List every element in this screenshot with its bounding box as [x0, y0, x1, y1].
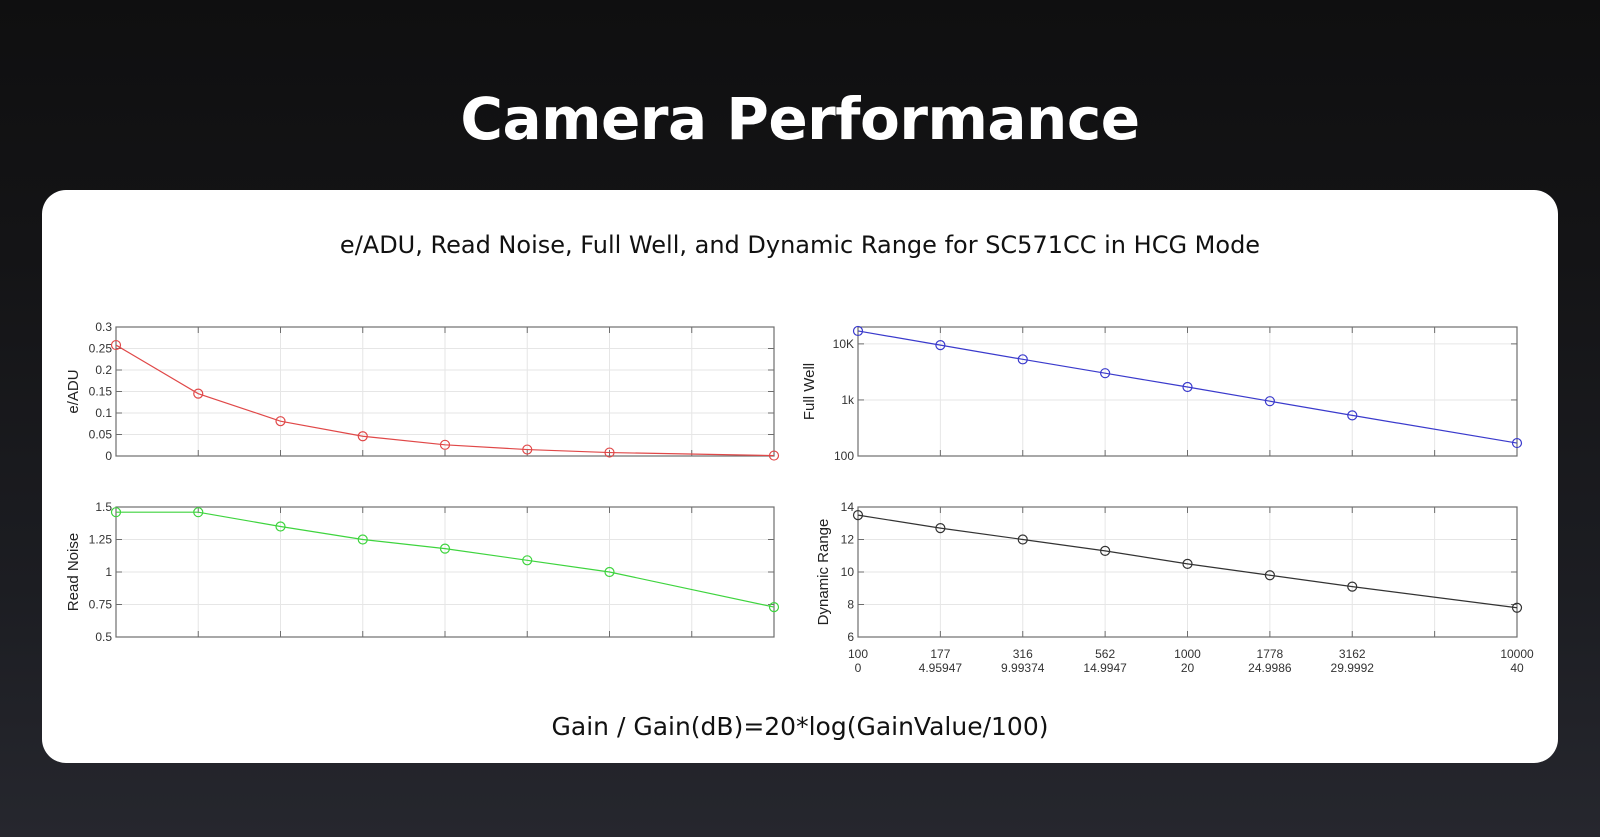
- data-point-marker: [604, 566, 615, 578]
- data-point-marker: [193, 388, 204, 399]
- y-tick-label: 1k: [841, 393, 855, 407]
- data-point-marker: [110, 339, 122, 351]
- data-point-marker: [935, 523, 946, 534]
- y-tick-label: 8: [847, 598, 854, 612]
- e-adu-plot: 0 0.05 0.1 0.15 0.2 0.25 0.3 e/ADU: [65, 320, 780, 463]
- y-axis-label: Full Well: [801, 363, 818, 420]
- x-tick-gain-label: 562: [1095, 647, 1115, 661]
- data-point-marker: [1347, 581, 1358, 592]
- y-tick-label: 12: [841, 533, 855, 547]
- data-point-marker: [1182, 381, 1193, 393]
- data-point-marker: [852, 510, 864, 521]
- x-tick-gain-label: 177: [930, 647, 950, 661]
- data-point-marker: [852, 325, 864, 337]
- data-point-marker: [357, 431, 368, 442]
- data-point-marker: [604, 447, 615, 458]
- data-point-marker: [1511, 437, 1523, 449]
- x-tick-db-label: 9.99374: [1001, 661, 1045, 675]
- data-point-marker: [768, 450, 780, 461]
- x-tick-db-label: 29.9992: [1331, 661, 1375, 675]
- x-axis-caption: Gain / Gain(dB)=20*log(GainValue/100): [551, 712, 1049, 741]
- x-tick-db-label: 24.9986: [1248, 661, 1292, 675]
- data-point-marker: [1100, 368, 1111, 379]
- data-point-marker: [357, 534, 368, 545]
- y-tick-label: 1.5: [95, 500, 112, 514]
- data-point-marker: [1182, 558, 1193, 569]
- x-tick-gain-label: 10000: [1500, 647, 1534, 661]
- x-tick-db-label: 40: [1510, 661, 1524, 675]
- data-point-marker: [1511, 602, 1523, 613]
- y-tick-label: 0: [105, 449, 112, 463]
- x-tick-gain-label: 100: [848, 647, 868, 661]
- y-tick-label: 100: [834, 449, 854, 463]
- full-well-plot: 100 1k 10K Full Well: [801, 325, 1523, 463]
- page-title: Camera Performance: [460, 85, 1140, 153]
- y-tick-label: 1.25: [89, 533, 113, 547]
- y-axis-label: Dynamic Range: [815, 519, 832, 626]
- y-tick-label: 0.2: [95, 363, 112, 377]
- data-point-marker: [768, 602, 780, 613]
- data-point-marker: [1100, 545, 1111, 556]
- y-tick-label: 1: [105, 565, 112, 579]
- y-axis-label: Read Noise: [65, 533, 82, 611]
- x-tick-db-label: 4.95947: [919, 661, 963, 675]
- data-point-marker: [1347, 410, 1358, 421]
- x-tick-gain-label: 316: [1013, 647, 1033, 661]
- data-point-marker: [935, 340, 946, 351]
- data-point-marker: [439, 439, 451, 450]
- data-point-marker: [1017, 354, 1028, 365]
- y-tick-label: 0.3: [95, 320, 112, 334]
- y-tick-label: 0.15: [89, 385, 113, 399]
- chart-card: e/ADU, Read Noise, Full Well, and Dynami…: [42, 190, 1558, 763]
- data-point-marker: [1264, 570, 1275, 581]
- data-point-marker: [193, 507, 204, 518]
- x-tick-db-label: 20: [1181, 661, 1195, 675]
- chart-title: e/ADU, Read Noise, Full Well, and Dynami…: [339, 231, 1261, 259]
- y-tick-label: 0.05: [89, 428, 113, 442]
- y-tick-label: 0.25: [89, 342, 113, 356]
- y-tick-label: 0.75: [89, 598, 113, 612]
- x-tick-gain-label: 3162: [1339, 647, 1366, 661]
- y-tick-label: 0.5: [95, 630, 112, 644]
- data-point-marker: [439, 543, 451, 554]
- data-point-marker: [522, 555, 533, 566]
- y-axis-label: e/ADU: [65, 369, 82, 413]
- data-point-marker: [110, 507, 122, 518]
- x-tick-gain-label: 1778: [1257, 647, 1284, 661]
- y-tick-label: 6: [847, 630, 854, 644]
- x-tick-gain-label: 1000: [1174, 647, 1201, 661]
- data-point-marker: [1264, 396, 1275, 407]
- data-point-marker: [275, 416, 286, 427]
- x-tick-db-label: 0: [855, 661, 862, 675]
- data-point-marker: [1017, 534, 1028, 545]
- data-point-marker: [522, 444, 533, 455]
- y-tick-label: 10: [841, 565, 855, 579]
- data-point-marker: [275, 521, 286, 532]
- plots-area: 0 0.05 0.1 0.15 0.2 0.25 0.3 e/ADU 0.5 0.75 1 1.25…: [65, 320, 1534, 675]
- read-noise-plot: 0.5 0.75 1 1.25 1.5 Read Noise: [65, 500, 780, 644]
- y-tick-label: 0.1: [95, 406, 112, 420]
- y-tick-label: 10K: [833, 337, 854, 351]
- y-tick-label: 14: [841, 500, 855, 514]
- x-tick-db-label: 14.9947: [1083, 661, 1127, 675]
